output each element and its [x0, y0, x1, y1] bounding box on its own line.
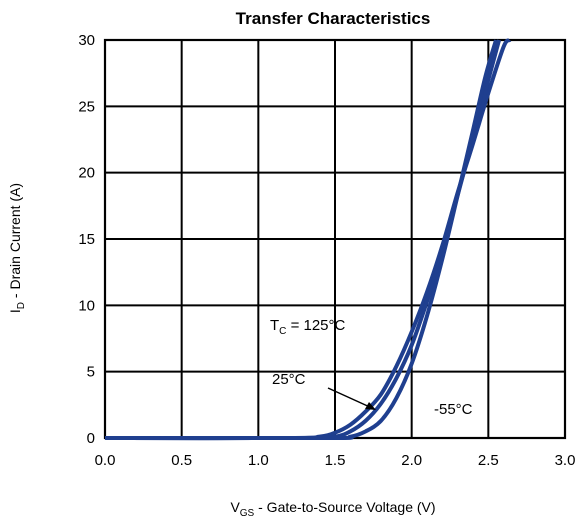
annotation-arrowhead [365, 402, 376, 410]
annotation-tc-125: TC = 125°C [270, 317, 346, 337]
x-tick-label: 1.5 [325, 452, 346, 469]
y-tick-label: 25 [78, 98, 95, 115]
annotation-arrow [327, 387, 373, 409]
annotation-minus55c: -55°C [434, 401, 473, 418]
y-tick-label: 20 [78, 165, 95, 182]
y-tick-label: 5 [87, 364, 95, 381]
x-tick-label: 2.5 [478, 452, 499, 469]
series-line-minus55 [104, 39, 498, 441]
y-tick-label: 15 [78, 231, 95, 248]
annotation-25c: 25°C [272, 371, 306, 388]
grid [104, 39, 566, 439]
x-tick-label: 2.0 [401, 452, 422, 469]
x-tick-label: 1.0 [248, 452, 269, 469]
y-axis-label: ID - Drain Current (A) [7, 183, 27, 313]
x-tick-label: 0.0 [95, 452, 116, 469]
y-tick-label: 10 [78, 297, 95, 314]
x-tick-label: 3.0 [555, 452, 576, 469]
y-tick-label: 30 [78, 32, 95, 49]
x-axis-ticks: 0.0 0.5 1.0 1.5 2.0 2.5 3.0 [95, 452, 576, 469]
x-tick-label: 0.5 [171, 452, 192, 469]
y-tick-label: 0 [87, 430, 95, 447]
x-axis-label: VGS - Gate-to-Source Voltage (V) [230, 499, 435, 519]
data-series [104, 38, 512, 441]
chart-title: Transfer Characteristics [236, 9, 431, 28]
y-axis-ticks: 0 5 10 15 20 25 30 [78, 32, 95, 447]
